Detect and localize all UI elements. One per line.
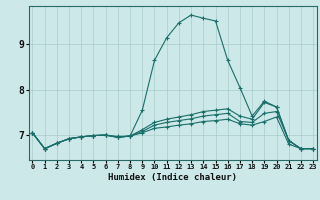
- X-axis label: Humidex (Indice chaleur): Humidex (Indice chaleur): [108, 173, 237, 182]
